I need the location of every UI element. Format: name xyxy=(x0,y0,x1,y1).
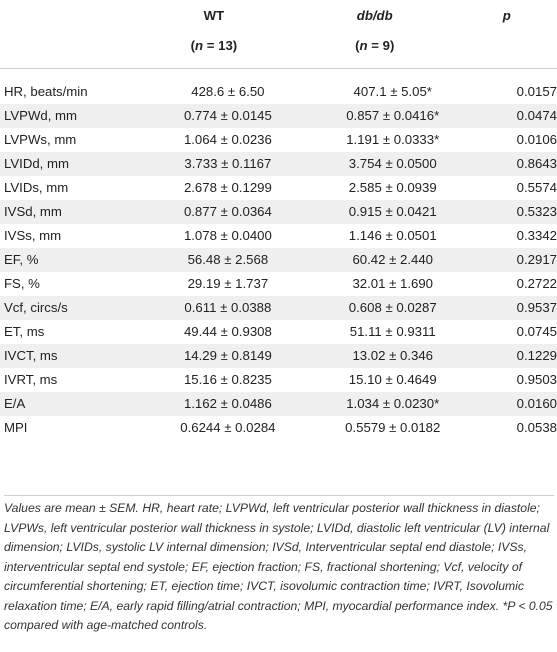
header-p-n xyxy=(456,38,557,69)
n-symbol: n xyxy=(195,38,204,53)
db-value: 1.034 ± 0.0230* xyxy=(292,391,457,416)
db-value: 2.585 ± 0.0939 xyxy=(348,180,437,195)
footnote-text: Values are mean ± SEM. HR, heart rate; L… xyxy=(4,501,553,632)
wt-value: 428.6 ± 6.50 xyxy=(191,84,265,99)
table-row: MPI 0.6244 ± 0.0284 0.5579 ± 0.0182 0.0538 xyxy=(0,416,557,440)
p-value: 0.3342 xyxy=(516,228,557,243)
db-value: 407.1 ± 5.05* xyxy=(353,84,432,99)
p-value: 0.5323 xyxy=(456,199,557,224)
db-value: 0.857 ± 0.0416* xyxy=(292,103,457,128)
table-row: IVRT, ms 15.16 ± 0.8235 15.10 ± 0.4649 0.95… xyxy=(0,368,557,392)
wt-value: 2.678 ± 0.1299 xyxy=(183,180,272,195)
header-wt-n: (n = 13) xyxy=(134,38,293,69)
row-label: IVSs, mm xyxy=(4,228,62,243)
row-label: IVCT, ms xyxy=(0,343,135,368)
db-value: 1.191 ± 0.0333* xyxy=(346,132,440,147)
header-n-label-cell xyxy=(0,38,135,69)
row-label: MPI xyxy=(4,420,28,435)
echocardiography-table: WT db/db p (n = 13) (n = 9) HR, beats/mi… xyxy=(0,0,557,440)
table-footnote: Values are mean ± SEM. HR, heart rate; L… xyxy=(4,495,554,636)
db-value: 32.01 ± 1.690 xyxy=(352,276,434,291)
n-symbol: n xyxy=(359,38,368,53)
table-row: LVIDd, mm 3.733 ± 0.1167 3.754 ± 0.0500 0.8… xyxy=(0,151,557,176)
table-body: HR, beats/min 428.6 ± 6.50 407.1 ± 5.05* 0.… xyxy=(0,68,557,440)
db-value: 0.5579 ± 0.0182 xyxy=(345,420,441,435)
table-row: Vcf, circs/s 0.611 ± 0.0388 0.608 ± 0.0287… xyxy=(0,295,557,320)
row-label: LVPWs, mm xyxy=(4,132,77,147)
wt-value: 0.611 ± 0.0388 xyxy=(134,295,293,320)
wt-value: 56.48 ± 2.568 xyxy=(134,247,293,272)
db-value: 60.42 ± 2.440 xyxy=(292,247,457,272)
header-row-n: (n = 13) (n = 9) xyxy=(0,38,557,69)
p-value: 0.0160 xyxy=(456,391,557,416)
db-value: 51.11 ± 0.9311 xyxy=(349,324,436,339)
db-value: 15.10 ± 0.4649 xyxy=(348,372,437,387)
row-label: FS, % xyxy=(4,276,40,291)
p-value: 0.2917 xyxy=(456,247,557,272)
db-value: 0.608 ± 0.0287 xyxy=(292,295,457,320)
wt-value: 15.16 ± 0.8235 xyxy=(183,372,272,387)
table-header: WT db/db p (n = 13) (n = 9) xyxy=(0,0,557,69)
p-value: 0.0106 xyxy=(516,132,557,147)
row-label: EF, % xyxy=(0,247,135,272)
db-value: 3.754 ± 0.0500 xyxy=(292,151,457,176)
p-value: 0.8643 xyxy=(456,151,557,176)
table-row: ET, ms 49.44 ± 0.9308 51.11 ± 0.9311 0.0745 xyxy=(0,320,557,344)
row-label: ET, ms xyxy=(4,324,45,339)
table-row: HR, beats/min 428.6 ± 6.50 407.1 ± 5.05* 0.… xyxy=(0,80,557,104)
p-value: 0.5574 xyxy=(516,180,557,195)
p-value: 0.0157 xyxy=(516,84,557,99)
header-p: p xyxy=(502,8,511,23)
wt-value: 1.078 ± 0.0400 xyxy=(183,228,272,243)
wt-value: 0.6244 ± 0.0284 xyxy=(180,420,276,435)
header-spacer xyxy=(0,68,557,80)
table-row: E/A 1.162 ± 0.0486 1.034 ± 0.0230* 0.0160 xyxy=(0,391,557,416)
table-row: LVPWd, mm 0.774 ± 0.0145 0.857 ± 0.0416* 0.… xyxy=(0,103,557,128)
table-row: LVPWs, mm 1.064 ± 0.0236 1.191 ± 0.0333* 0.… xyxy=(0,128,557,152)
table-row: IVSd, mm 0.877 ± 0.0364 0.915 ± 0.0421 0.53… xyxy=(0,199,557,224)
p-value: 0.0745 xyxy=(516,324,557,339)
row-label: HR, beats/min xyxy=(4,84,88,99)
wt-value: 29.19 ± 1.737 xyxy=(187,276,269,291)
row-label: LVIDs, mm xyxy=(4,180,69,195)
table-row: IVSs, mm 1.078 ± 0.0400 1.146 ± 0.0501 0.33… xyxy=(0,224,557,248)
p-value: 0.2722 xyxy=(516,276,557,291)
row-label: E/A xyxy=(0,391,135,416)
table-row: EF, % 56.48 ± 2.568 60.42 ± 2.440 0.2917 xyxy=(0,247,557,272)
db-value: 13.02 ± 0.346 xyxy=(292,343,457,368)
p-value: 0.1229 xyxy=(456,343,557,368)
wt-value: 3.733 ± 0.1167 xyxy=(134,151,293,176)
table-row: IVCT, ms 14.29 ± 0.8149 13.02 ± 0.346 0.122… xyxy=(0,343,557,368)
header-row-groups: WT db/db p xyxy=(0,0,557,38)
p-value: 0.9537 xyxy=(456,295,557,320)
p-value: 0.9503 xyxy=(516,372,557,387)
wt-value: 0.774 ± 0.0145 xyxy=(134,103,293,128)
p-value: 0.0538 xyxy=(516,420,557,435)
header-db: db/db xyxy=(356,8,393,23)
row-label: LVIDd, mm xyxy=(0,151,135,176)
p-value: 0.0474 xyxy=(456,103,557,128)
header-db-n: (n = 9) xyxy=(292,38,457,69)
wt-value: 49.44 ± 0.9308 xyxy=(183,324,272,339)
row-label: IVSd, mm xyxy=(0,199,135,224)
row-label: Vcf, circs/s xyxy=(0,295,135,320)
wt-value: 0.877 ± 0.0364 xyxy=(134,199,293,224)
db-value: 0.915 ± 0.0421 xyxy=(292,199,457,224)
row-label: IVRT, ms xyxy=(4,372,58,387)
wt-value: 14.29 ± 0.8149 xyxy=(134,343,293,368)
db-value: 1.146 ± 0.0501 xyxy=(348,228,437,243)
wt-value: 1.064 ± 0.0236 xyxy=(183,132,272,147)
wt-value: 1.162 ± 0.0486 xyxy=(134,391,293,416)
header-wt: WT xyxy=(203,8,225,23)
row-label: LVPWd, mm xyxy=(0,103,135,128)
header-label-cell xyxy=(0,0,135,38)
table-row: FS, % 29.19 ± 1.737 32.01 ± 1.690 0.2722 xyxy=(0,272,557,296)
table-row: LVIDs, mm 2.678 ± 0.1299 2.585 ± 0.0939 0.5… xyxy=(0,176,557,200)
